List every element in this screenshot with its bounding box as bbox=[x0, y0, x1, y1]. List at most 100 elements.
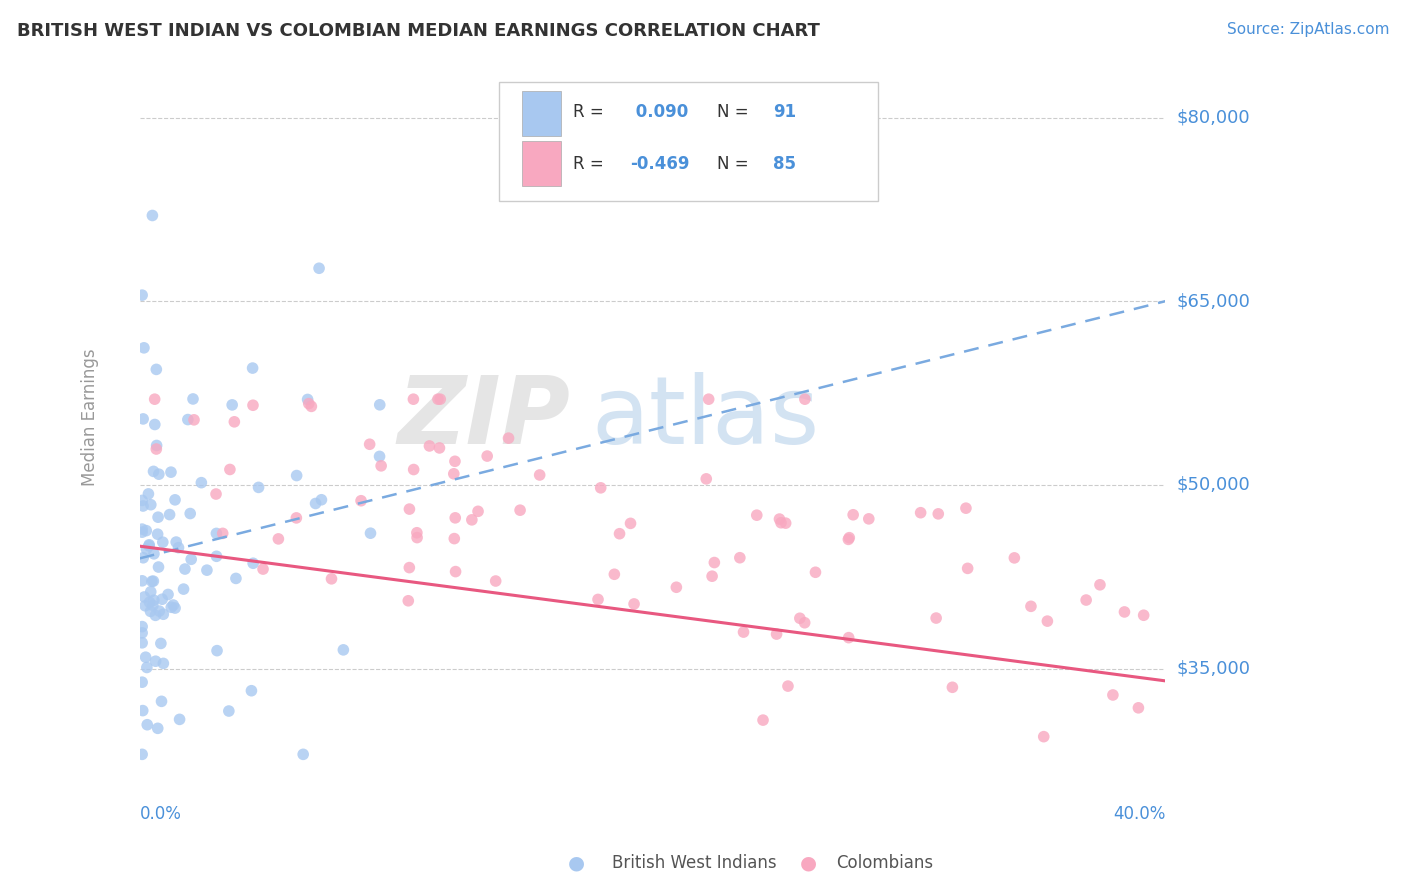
Point bbox=[165, 601, 187, 615]
Point bbox=[793, 615, 815, 630]
Point bbox=[242, 556, 264, 570]
Point bbox=[485, 574, 508, 588]
Point bbox=[619, 516, 641, 531]
Point bbox=[426, 392, 449, 407]
Point bbox=[418, 439, 440, 453]
Point bbox=[285, 468, 308, 483]
Point bbox=[139, 498, 162, 512]
Point bbox=[509, 503, 531, 517]
Point bbox=[733, 625, 755, 640]
Point bbox=[752, 713, 775, 727]
Point bbox=[132, 412, 155, 426]
Point bbox=[1132, 608, 1154, 623]
Text: $50,000: $50,000 bbox=[1177, 476, 1250, 494]
Point bbox=[135, 660, 157, 674]
Point bbox=[132, 341, 155, 355]
Point bbox=[131, 525, 153, 540]
Point bbox=[131, 522, 153, 536]
Text: BRITISH WEST INDIAN VS COLOMBIAN MEDIAN EARNINGS CORRELATION CHART: BRITISH WEST INDIAN VS COLOMBIAN MEDIAN … bbox=[17, 22, 820, 40]
Point bbox=[148, 560, 170, 574]
Point bbox=[146, 527, 169, 541]
FancyBboxPatch shape bbox=[499, 82, 879, 202]
Point bbox=[242, 361, 264, 376]
Point bbox=[1114, 605, 1136, 619]
Point bbox=[745, 508, 768, 523]
Point bbox=[142, 574, 165, 588]
Point bbox=[477, 449, 499, 463]
Point bbox=[793, 392, 815, 407]
Point bbox=[304, 496, 326, 510]
Text: -0.469: -0.469 bbox=[630, 155, 689, 173]
Point bbox=[169, 712, 191, 726]
Point bbox=[858, 512, 880, 526]
Point bbox=[297, 392, 319, 407]
Point bbox=[205, 526, 228, 541]
Text: Source: ZipAtlas.com: Source: ZipAtlas.com bbox=[1226, 22, 1389, 37]
Point bbox=[221, 398, 243, 412]
Point bbox=[143, 392, 166, 407]
Point bbox=[368, 398, 391, 412]
Point bbox=[173, 582, 195, 596]
Point bbox=[143, 417, 166, 432]
Point bbox=[775, 516, 797, 530]
Point bbox=[1019, 599, 1042, 614]
Point bbox=[181, 392, 204, 406]
Point bbox=[148, 604, 170, 618]
Point bbox=[247, 480, 270, 494]
Point bbox=[603, 567, 626, 582]
Point bbox=[728, 550, 751, 565]
Point bbox=[586, 592, 609, 607]
Point bbox=[910, 506, 932, 520]
Point bbox=[132, 499, 155, 513]
Point bbox=[842, 508, 865, 522]
Point bbox=[160, 600, 183, 615]
Text: 85: 85 bbox=[773, 155, 796, 173]
Point bbox=[609, 526, 631, 541]
Point bbox=[183, 413, 205, 427]
Point bbox=[298, 396, 321, 410]
Point bbox=[142, 547, 165, 561]
Point bbox=[311, 492, 333, 507]
Text: Median Earnings: Median Earnings bbox=[82, 349, 100, 486]
Text: $65,000: $65,000 bbox=[1177, 293, 1250, 310]
Point bbox=[145, 654, 167, 668]
Point bbox=[838, 631, 860, 645]
Point bbox=[252, 562, 274, 576]
Point bbox=[443, 467, 465, 481]
Point bbox=[131, 636, 153, 650]
Text: British West Indians: British West Indians bbox=[612, 855, 776, 872]
Point bbox=[444, 565, 467, 579]
Point bbox=[429, 392, 451, 407]
Point bbox=[429, 441, 451, 455]
Point bbox=[157, 587, 180, 601]
Text: ●: ● bbox=[568, 854, 585, 873]
Point bbox=[321, 572, 343, 586]
Point bbox=[141, 574, 163, 589]
Point bbox=[368, 450, 391, 464]
Point bbox=[141, 209, 163, 223]
Point bbox=[695, 472, 717, 486]
Point bbox=[956, 561, 979, 575]
Point bbox=[145, 608, 167, 623]
Point bbox=[224, 415, 246, 429]
Point bbox=[160, 465, 183, 479]
Point bbox=[769, 516, 792, 530]
Point bbox=[150, 694, 173, 708]
Point bbox=[138, 539, 160, 553]
Point bbox=[152, 607, 174, 622]
Point bbox=[589, 481, 612, 495]
Point bbox=[163, 492, 186, 507]
Point bbox=[837, 533, 859, 547]
Point bbox=[142, 593, 165, 607]
Point bbox=[360, 526, 382, 541]
Point bbox=[789, 611, 811, 625]
Point bbox=[461, 513, 484, 527]
Point bbox=[623, 597, 645, 611]
Point bbox=[402, 462, 425, 476]
Text: Colombians: Colombians bbox=[837, 855, 934, 872]
Point bbox=[308, 261, 330, 276]
Point bbox=[136, 717, 159, 731]
Point bbox=[925, 611, 948, 625]
Text: 0.0%: 0.0% bbox=[139, 805, 181, 823]
Point bbox=[145, 442, 167, 456]
